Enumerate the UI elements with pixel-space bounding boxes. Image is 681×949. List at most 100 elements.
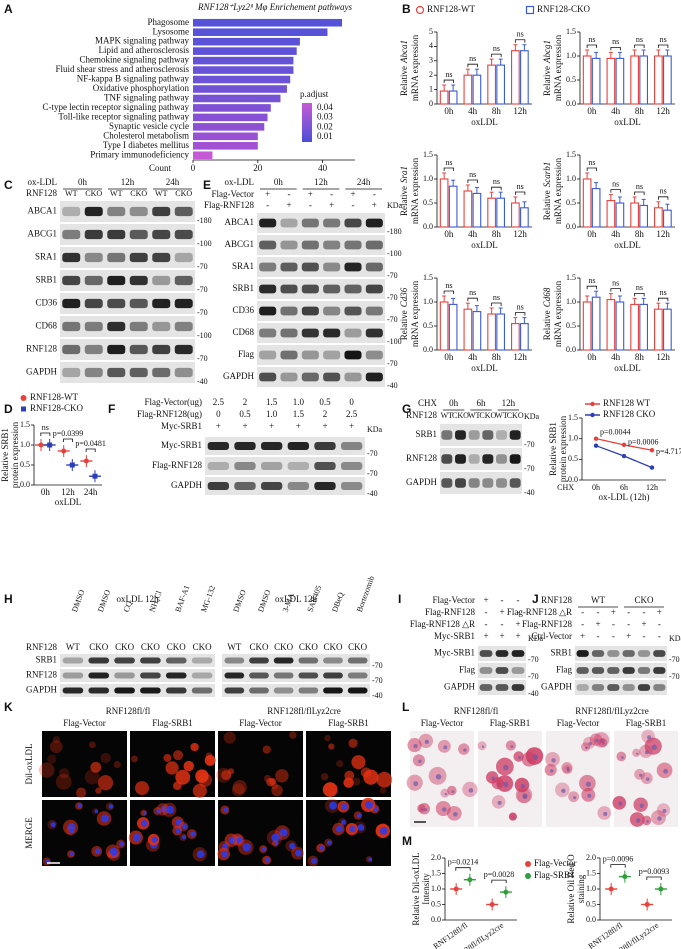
bracket (634, 293, 645, 297)
cell (59, 768, 70, 779)
band (107, 298, 126, 309)
y-tick-label: 0.0 (566, 345, 576, 354)
point (649, 448, 655, 453)
annotation: ns (660, 35, 667, 44)
legend-marker (415, 5, 425, 15)
row-label: Flag (556, 665, 573, 675)
y-tick-label: 0.0 (586, 915, 596, 924)
legend-label: RNF128-WT (30, 392, 78, 402)
cell (173, 750, 184, 761)
row-label: SRB1 (232, 283, 254, 293)
annotation: p=0.0399 (53, 429, 84, 438)
band (607, 650, 620, 657)
lane-label: - (288, 189, 291, 199)
row-header: Ctrl-Vector (532, 631, 573, 641)
micrograph (130, 731, 216, 798)
lane-label: 2.5 (213, 397, 225, 407)
bar (448, 90, 458, 105)
nucleus (271, 833, 280, 842)
band (365, 328, 383, 338)
bar (193, 28, 328, 36)
band (509, 430, 521, 440)
band (496, 478, 507, 488)
mw-marker: -70 (524, 464, 535, 473)
band (84, 206, 103, 217)
mw-marker: -100 (197, 239, 212, 248)
nucleus (223, 807, 229, 813)
lane-label: 0 (216, 409, 221, 419)
nucleus (444, 792, 448, 796)
bracket (491, 186, 502, 191)
group-label: 0h (274, 177, 284, 187)
annotation: ns (445, 281, 452, 290)
nucleus (497, 800, 502, 805)
lane-label: DMSO (256, 588, 272, 613)
y-label-gene: Sra1 (399, 166, 409, 183)
band (62, 252, 81, 263)
band (207, 482, 229, 490)
lane-label: DMSO (231, 588, 247, 613)
nucleus (424, 739, 430, 745)
nucleus (442, 807, 447, 812)
band (365, 306, 383, 316)
blot-strip (440, 424, 522, 446)
band (301, 240, 319, 250)
mw-marker: -70 (197, 262, 208, 271)
nucleus (108, 804, 114, 809)
band (323, 657, 343, 664)
bar (654, 55, 663, 105)
lane-label: + (349, 421, 354, 431)
category-label: Lysosome (152, 26, 189, 36)
band (174, 206, 193, 217)
nucleus (356, 813, 362, 818)
mw-marker: -70 (367, 449, 378, 458)
y-label-part: mRNA expression (553, 157, 563, 224)
nucleus (588, 742, 592, 746)
row-label: GAPDH (171, 480, 203, 490)
x-tick-label: 8h (635, 352, 645, 362)
band (62, 229, 81, 240)
y-axis-label: Relative Sra1mRNA expression (399, 157, 420, 224)
band (347, 687, 368, 694)
point (92, 473, 98, 479)
y-tick-label: 1.5 (431, 868, 441, 877)
blot-strip (440, 448, 522, 470)
band (298, 672, 319, 679)
bar (630, 303, 639, 351)
band (259, 262, 277, 272)
micrograph (544, 731, 612, 827)
cell (165, 761, 179, 775)
mw-marker: -70 (387, 293, 398, 302)
band (129, 229, 148, 240)
nucleus (368, 857, 373, 862)
band (84, 252, 103, 263)
nucleus (279, 828, 288, 837)
micrograph (216, 731, 303, 797)
legend-tick-label: 0.03 (317, 112, 333, 122)
y-label-part: mRNA expression (410, 157, 420, 224)
nucleus (468, 788, 474, 793)
nucleus (463, 748, 467, 752)
band (174, 252, 193, 263)
cell (90, 761, 102, 773)
nucleus (620, 756, 624, 759)
lane-label: WT (66, 642, 80, 652)
mw-marker: -70 (528, 672, 539, 681)
y-tick-label: 2.0 (586, 853, 596, 862)
y-tick-label: 1.0 (566, 297, 576, 306)
bar (663, 209, 672, 228)
band (301, 284, 319, 294)
micrograph (217, 800, 304, 866)
cell (223, 731, 236, 744)
nucleus (644, 750, 649, 755)
nucleus (77, 803, 83, 809)
band (365, 284, 383, 294)
band (323, 306, 341, 316)
bracket (443, 167, 455, 171)
bracket (467, 297, 478, 302)
nucleus (646, 820, 649, 823)
band (323, 672, 343, 679)
x-tick-label: 6h (620, 483, 628, 492)
nucleus (443, 745, 448, 750)
band (259, 218, 277, 228)
